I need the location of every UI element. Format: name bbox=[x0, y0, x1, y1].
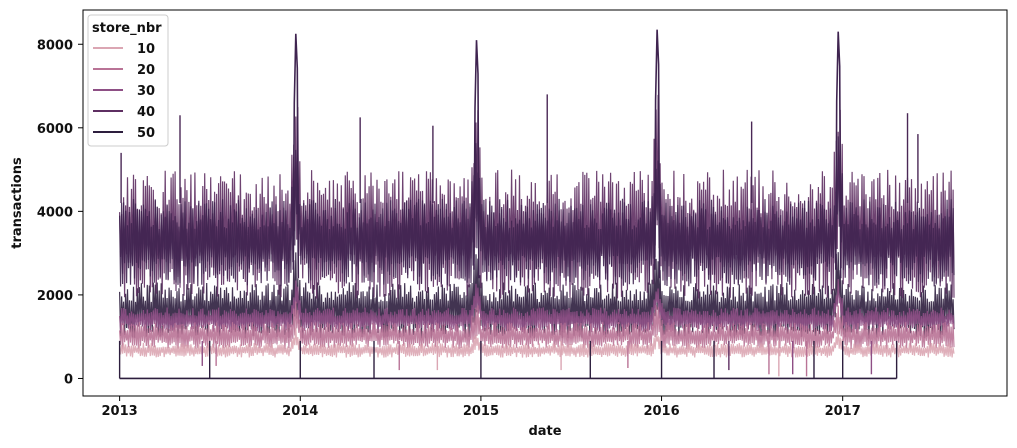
x-tick-label: 2016 bbox=[643, 404, 679, 419]
legend-label: 50 bbox=[137, 126, 155, 141]
x-axis-label: date bbox=[528, 424, 561, 439]
year-end-peak bbox=[653, 29, 661, 279]
legend-label: 20 bbox=[137, 63, 155, 78]
y-tick-label: 0 bbox=[64, 372, 73, 387]
series-band-line bbox=[119, 327, 955, 358]
y-axis-label: transactions bbox=[10, 157, 25, 249]
legend-label: 40 bbox=[137, 105, 155, 120]
legend: store_nbr 10 20 30 40 50 bbox=[87, 14, 169, 147]
series-band-line bbox=[119, 136, 955, 287]
legend-title: store_nbr bbox=[92, 21, 162, 36]
legend-label: 30 bbox=[137, 84, 155, 99]
plot-area bbox=[82, 9, 1008, 397]
x-tick-label: 2013 bbox=[102, 404, 138, 419]
plot-frame bbox=[82, 9, 1008, 397]
series-band-line bbox=[119, 278, 955, 333]
x-axis: 2013 2014 2015 2016 2017 bbox=[102, 396, 861, 419]
y-tick-label: 2000 bbox=[37, 289, 73, 304]
year-end-peak bbox=[473, 40, 480, 279]
year-end-peak bbox=[292, 33, 300, 279]
x-tick-label: 2017 bbox=[825, 404, 861, 419]
series-layer bbox=[118, 29, 955, 380]
x-tick-label: 2015 bbox=[463, 404, 499, 419]
legend-entries: 10 20 30 40 50 bbox=[93, 42, 155, 141]
legend-label: 10 bbox=[137, 42, 155, 57]
series-band-line bbox=[119, 301, 955, 350]
x-tick-label: 2014 bbox=[282, 404, 318, 419]
y-tick-label: 6000 bbox=[37, 122, 73, 137]
y-tick-label: 8000 bbox=[37, 38, 73, 53]
year-end-peak bbox=[835, 31, 842, 279]
y-axis: 0 2000 4000 6000 8000 bbox=[37, 38, 83, 387]
y-tick-label: 4000 bbox=[37, 205, 73, 220]
